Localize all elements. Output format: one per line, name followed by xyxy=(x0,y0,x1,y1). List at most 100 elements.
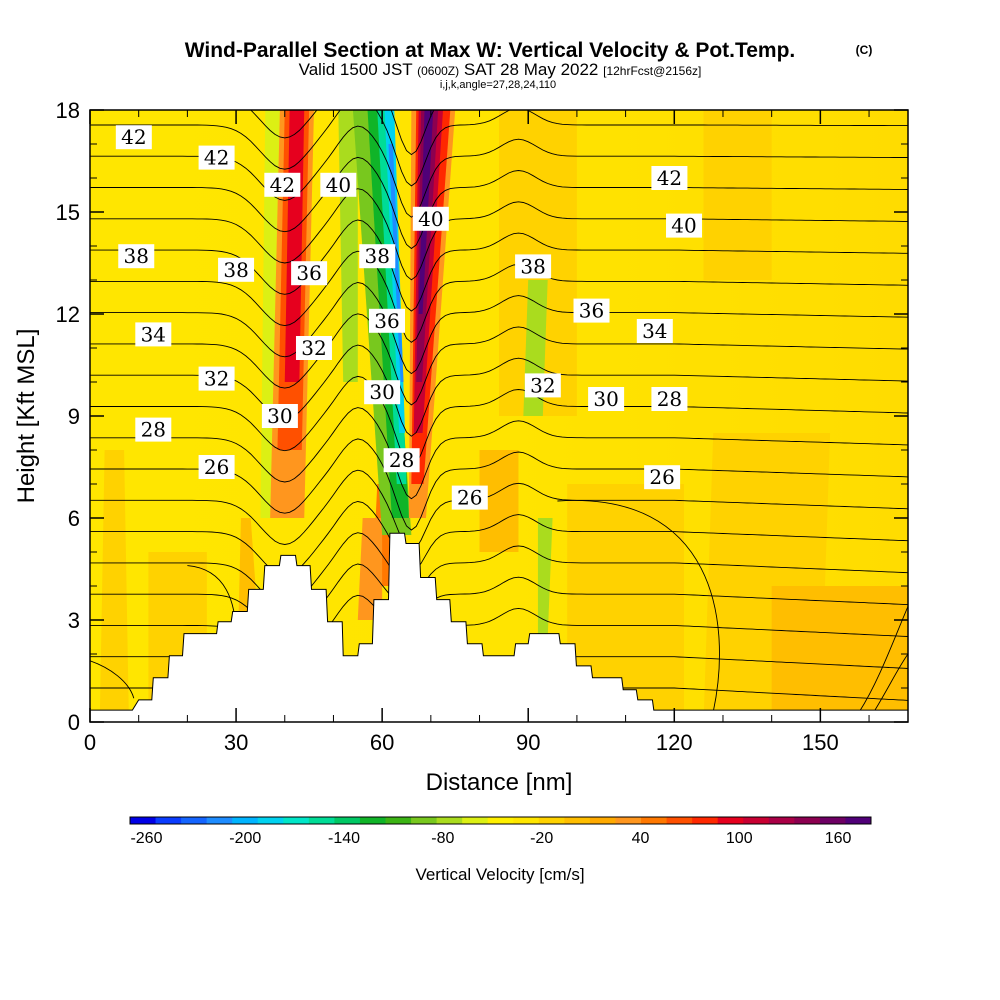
contour-label-text: 32 xyxy=(530,373,555,397)
theta-contour-line xyxy=(90,407,908,500)
contour-label: 38 xyxy=(218,257,255,282)
colorbar-swatch xyxy=(819,817,846,824)
colorbar-swatch xyxy=(615,817,642,824)
y-tick-label: 6 xyxy=(68,506,80,531)
contour-label-text: 26 xyxy=(649,465,674,489)
y-tick-label: 18 xyxy=(56,98,80,123)
x-tick-label: 90 xyxy=(516,730,540,755)
y-tick-label: 9 xyxy=(68,404,80,429)
contour-label-box xyxy=(198,366,235,391)
theta-contour-line xyxy=(90,532,908,608)
colorbar-swatch xyxy=(692,817,719,824)
contour-label-box xyxy=(573,298,610,323)
contour-label: 30 xyxy=(261,404,298,428)
contour-label-box xyxy=(666,213,703,238)
w-shade xyxy=(703,110,772,280)
contour-label: 32 xyxy=(295,336,332,360)
contour-label: 28 xyxy=(135,417,172,442)
theta-contour-line xyxy=(873,653,908,713)
contour-label-text: 40 xyxy=(418,207,443,231)
contour-label: 38 xyxy=(118,244,155,269)
w-shade xyxy=(479,450,519,552)
subtitle-utc: (0600Z) xyxy=(417,64,459,78)
contour-label-text: 32 xyxy=(204,367,229,391)
contour-label-box xyxy=(383,448,420,473)
contour-label-text: 30 xyxy=(267,404,292,428)
contour-label-box xyxy=(264,172,301,197)
x-tick-label: 60 xyxy=(370,730,394,755)
w-shade xyxy=(771,586,908,722)
colorbar-tick-label: 100 xyxy=(726,830,753,847)
contour-label-text: 32 xyxy=(301,336,326,360)
colorbar-tick-label: -200 xyxy=(229,830,261,847)
theta-contour-line xyxy=(557,500,720,712)
y-tick-label: 0 xyxy=(68,710,80,735)
colorbar-swatch xyxy=(794,817,821,824)
contour-label-box xyxy=(261,404,298,428)
theta-contour-line xyxy=(90,660,135,699)
contour-label: 32 xyxy=(524,373,561,398)
theta-contour-line xyxy=(90,156,908,250)
colorbar-swatch xyxy=(411,817,438,824)
contour-label-text: 26 xyxy=(457,486,482,510)
contour-label-box xyxy=(135,417,172,442)
contour-label-text: 34 xyxy=(642,319,667,343)
contour-label: 42 xyxy=(264,172,301,197)
contour-label-box xyxy=(320,172,357,197)
contour-label: 42 xyxy=(115,125,152,150)
colorbar-swatch xyxy=(564,817,591,824)
contour-label-box xyxy=(359,244,396,269)
contour-label-box xyxy=(451,485,488,510)
w-shade xyxy=(567,484,685,722)
colorbar-tick-label: -20 xyxy=(530,830,553,847)
contour-label-box xyxy=(515,254,552,279)
contour-label-text: 42 xyxy=(121,125,146,149)
chart-title-mark: (C) xyxy=(856,43,873,57)
theta-contour-line xyxy=(90,313,908,406)
colorbar-swatch xyxy=(308,817,335,824)
colorbar-label: Vertical Velocity [cm/s] xyxy=(415,865,584,884)
contour-label-box xyxy=(588,387,625,411)
chart-title: Wind-Parallel Section at Max W: Vertical… xyxy=(185,39,796,62)
theta-contour-line xyxy=(90,219,908,312)
colorbar-swatch xyxy=(359,817,387,824)
contour-label-text: 28 xyxy=(657,387,682,411)
contour-label-text: 42 xyxy=(657,166,682,190)
colorbar-frame xyxy=(129,816,872,825)
y-axis-label: Height [Kft MSL] xyxy=(13,329,40,504)
contour-label-text: 38 xyxy=(365,244,390,268)
colorbar-tick-label: -140 xyxy=(328,830,360,847)
y-tick-label: 3 xyxy=(68,608,80,633)
colorbar-swatch xyxy=(436,817,463,824)
contour-label: 26 xyxy=(644,465,681,490)
contour-label: 30 xyxy=(588,387,625,411)
contour-label-text: 30 xyxy=(593,387,618,411)
contour-label-box xyxy=(651,387,688,411)
x-tick-label: 120 xyxy=(656,730,693,755)
theta-contour-line xyxy=(90,469,908,552)
contour-label-box xyxy=(364,380,401,405)
x-tick-label: 0 xyxy=(84,730,96,755)
colorbar-swatch xyxy=(385,817,412,824)
contour-label-text: 40 xyxy=(326,173,351,197)
contour-label: 28 xyxy=(383,448,420,473)
contour-label-box xyxy=(524,373,561,398)
contour-label: 36 xyxy=(369,308,406,333)
w-shade xyxy=(537,518,553,637)
colorbar-swatch xyxy=(513,817,540,824)
contour-label-text: 36 xyxy=(374,309,399,333)
contour-label: 32 xyxy=(198,366,235,391)
contour-label: 40 xyxy=(412,206,449,231)
contour-label: 26 xyxy=(451,485,488,510)
contour-label-box xyxy=(291,261,328,286)
contour-label-text: 38 xyxy=(520,254,545,278)
colorbar-swatch xyxy=(462,817,489,824)
colorbar-tick-label: -260 xyxy=(130,830,162,847)
colorbar-tick-label: 40 xyxy=(632,830,650,847)
colorbar-swatch xyxy=(666,817,693,824)
colorbar-swatch xyxy=(181,817,208,824)
x-tick-label: 30 xyxy=(224,730,248,755)
colorbar-swatch xyxy=(155,817,182,824)
contour-label-box xyxy=(198,455,235,479)
contour-label-box xyxy=(644,465,681,490)
